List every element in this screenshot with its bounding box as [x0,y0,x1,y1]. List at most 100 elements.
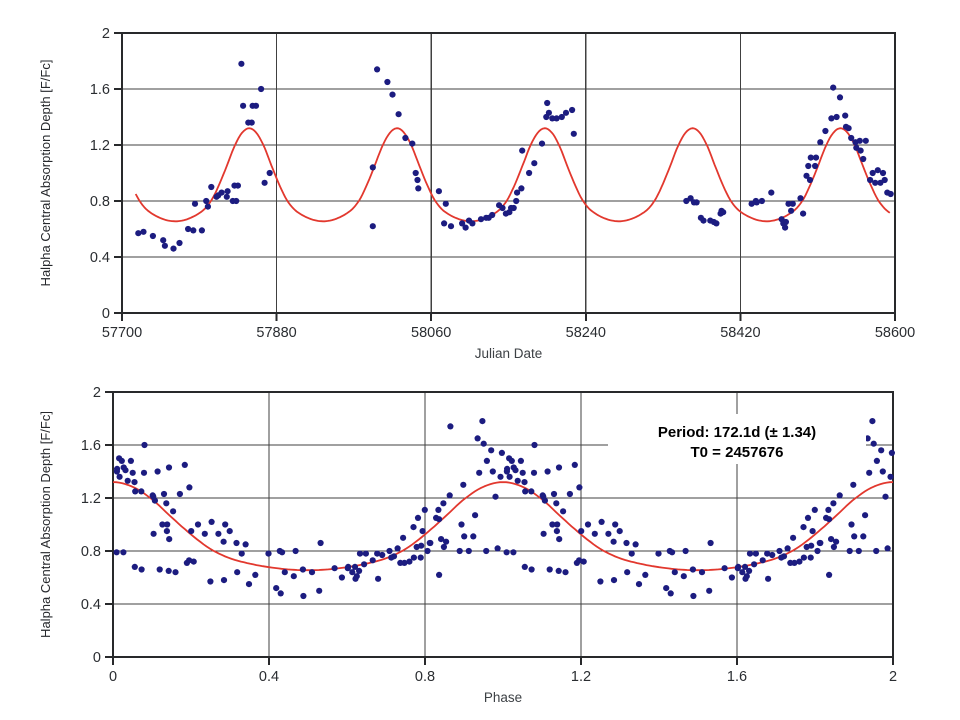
data-point [470,533,477,540]
data-point [846,547,853,555]
data-point [424,547,431,555]
y-tick-label: 0 [102,306,110,322]
data-point [528,566,535,573]
data-point [872,179,879,186]
data-point [456,547,463,555]
data-point [369,164,376,171]
data-point [765,575,772,582]
data-point [591,530,598,537]
data-point [224,188,231,195]
data-point [830,543,838,551]
data-point [191,200,199,207]
data-point [782,218,790,226]
data-point [544,468,551,475]
data-point [879,468,886,475]
data-point [435,506,442,513]
data-point [356,567,363,575]
data-point [281,569,288,576]
data-point [698,569,706,576]
data-point [240,102,247,109]
data-point [389,91,396,98]
data-point [571,461,578,468]
data-point [855,547,862,555]
data-point [610,538,617,545]
data-point [483,457,490,464]
data-point [887,190,894,198]
x-tick-label: 58240 [566,325,606,341]
data-point [198,227,205,234]
data-point [531,160,538,167]
data-point [426,539,433,547]
data-point [122,467,129,474]
data-point [388,554,395,561]
data-point [743,573,750,580]
data-point [848,521,855,528]
data-point [785,200,792,207]
data-point [477,216,485,223]
data-point [812,154,820,161]
data-point [369,223,376,230]
data-point [706,587,713,594]
data-point [558,113,565,121]
data-point [764,550,771,557]
x-tick-label: 1.2 [571,669,591,685]
data-point [828,115,835,122]
data-point [752,550,760,557]
data-point [768,189,775,196]
data-point [438,536,445,543]
data-point [414,514,422,522]
data-point [610,577,618,584]
data-point [555,567,562,575]
data-point [201,530,208,537]
y-tick-label: 1.6 [90,82,110,98]
data-point [129,469,136,476]
data-point [528,488,535,495]
data-point [549,521,556,528]
data-point [273,585,280,592]
data-point [791,559,798,567]
data-point [873,457,881,464]
data-point [541,497,549,504]
data-point [584,521,592,528]
data-point [635,581,643,588]
data-point [402,134,409,142]
data-point [521,563,528,571]
data-point [814,547,821,555]
data-point [817,139,824,146]
data-point [489,468,496,475]
data-point [441,220,448,227]
data-point [807,154,814,161]
data-point [161,242,168,249]
data-point [628,550,635,557]
data-point [223,193,230,200]
y-tick-label: 2 [93,385,101,401]
data-point [836,94,844,101]
data-point [860,533,867,540]
data-point [873,547,880,555]
data-point [394,545,401,552]
data-point [578,528,585,535]
data-point [758,197,766,205]
data-point [555,464,563,471]
data-point [472,512,479,519]
data-point [234,569,241,576]
annotation-t0: T0 = 2457676 [691,444,784,461]
data-point [597,578,604,585]
data-point [680,573,687,580]
data-point [150,530,157,537]
data-point [234,182,241,189]
annotation-box [608,414,866,464]
data-point [362,550,369,557]
data-point [138,566,145,573]
data-point [862,512,869,519]
data-point [825,506,832,513]
data-point [159,521,166,528]
data-point [789,200,796,207]
data-point [544,99,551,107]
data-point [804,514,812,522]
data-point [349,569,356,576]
data-point [417,554,424,561]
data-point [160,490,168,498]
